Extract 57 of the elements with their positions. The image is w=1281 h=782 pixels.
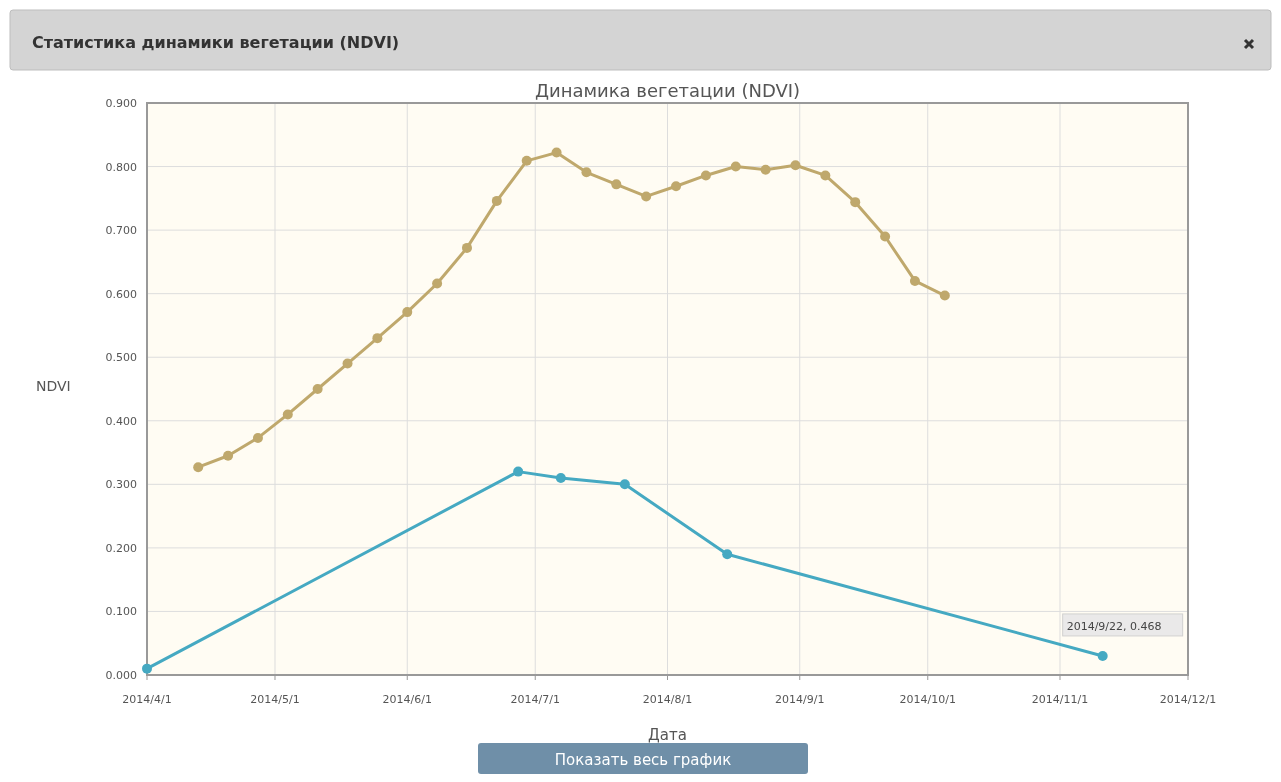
point [820,170,831,181]
point [461,242,472,253]
point [555,472,566,483]
point [909,275,920,286]
x-tick-label: 2014/4/1 [122,693,172,706]
y-tick-label: 0.500 [105,351,137,365]
y-tick-label: 0.100 [105,605,137,619]
point [790,160,801,171]
point [939,290,950,301]
point [730,161,741,172]
y-axis-title: NDVI [36,378,71,394]
point [722,549,733,560]
point [491,195,502,206]
point [611,179,622,190]
annotation: 2014/9/22, 0.468 [1066,619,1162,633]
point [282,409,293,420]
point [223,450,234,461]
point [193,462,204,473]
point [551,147,562,158]
point [641,191,652,202]
point [372,333,383,344]
x-tick-label: 2014/12/1 [1159,693,1217,706]
x-tick-label: 2014/5/1 [250,693,300,706]
x-tick-label: 2014/8/1 [642,693,693,706]
point [1097,650,1108,661]
point [342,358,353,369]
point [252,432,263,443]
y-tick-label: 0.000 [105,669,137,682]
point [142,663,152,674]
y-tick-label: 0.200 [105,541,137,555]
point [402,307,413,318]
point [760,164,771,175]
y-tick-label: 0.800 [105,160,137,174]
point [312,384,323,394]
text: Статистика динамики вегетации (NDVI) [32,33,400,52]
point [619,479,630,490]
y-tick-label: 0.900 [105,97,137,110]
y-tick-label: 0.400 [105,414,137,428]
point [671,181,682,192]
point [880,231,891,242]
point [432,278,443,289]
point [513,466,524,477]
x-tick-label: 2014/11/1 [1031,693,1089,706]
x-tick-label: 2014/9/1 [775,693,825,706]
x-tick-label: 2014/6/1 [382,693,432,706]
point [850,197,861,208]
text: Показать весь график [554,751,732,769]
point [700,170,711,181]
x-tick-label: 2014/10/1 [899,693,956,706]
y-tick-label: 0.700 [105,224,137,238]
point [581,167,592,178]
chart-title: Динамика вегетации (NDVI) [534,80,801,101]
x-tick-label: 2014/7/1 [510,693,560,706]
y-tick-label: 0.600 [105,287,137,301]
point [521,155,532,166]
y-tick-label: 0.300 [105,478,137,492]
x-axis-title: Дата [648,726,687,744]
